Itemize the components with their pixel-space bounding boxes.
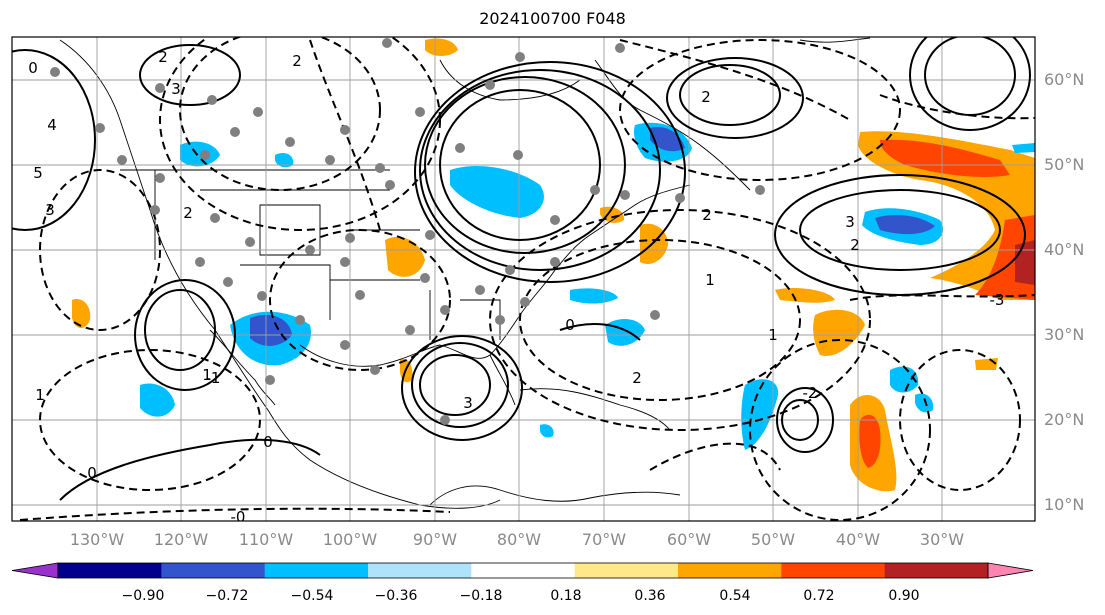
contour-label: -3 [990, 291, 1005, 309]
contour-label: 3 [171, 80, 181, 98]
colorbar-tick-label: 0.18 [550, 588, 581, 604]
contour-label: -0 [231, 508, 246, 526]
contour-label: 2 [702, 206, 712, 224]
colorbar-tick-label: 0.36 [634, 588, 665, 604]
map-frame [11, 36, 1036, 522]
negative-anomaly-region [915, 393, 934, 413]
lon-label: 50°W [751, 530, 795, 549]
negative-anomaly-region [180, 141, 220, 167]
contour-label: 3 [845, 213, 855, 231]
contour-label: 0 [565, 316, 575, 334]
contour-label: 1 [705, 271, 715, 289]
lon-label: 30°W [920, 530, 964, 549]
lon-label: 70°W [582, 530, 626, 549]
contour-label: 5 [33, 164, 43, 182]
colorbar-tick-label: −0.72 [206, 588, 249, 604]
colorbar-tick-label: 0.72 [803, 588, 834, 604]
colorbar-extend-min [11, 562, 59, 579]
contour-label: 4 [47, 116, 57, 134]
contour-label: 2 [183, 204, 193, 222]
colorbar-segment [678, 563, 782, 578]
lon-label: 100°W [323, 530, 378, 549]
colorbar-extend-max [987, 562, 1034, 579]
colorbar-tick-label: −0.90 [122, 588, 165, 604]
positive-anomaly-region [813, 309, 865, 356]
strong-positive-anomaly-region [859, 414, 881, 468]
colorbar-tick-label: 0.90 [888, 588, 919, 604]
strong-negative-anomaly-region [250, 314, 292, 346]
lat-label: 30°N [1044, 325, 1084, 344]
lon-label: 60°W [667, 530, 711, 549]
positive-anomaly-region [425, 38, 458, 56]
contour-label: 3 [45, 201, 55, 219]
contour-label: -2 [803, 384, 818, 402]
lat-label: 20°N [1044, 410, 1084, 429]
lat-label: 10°N [1044, 495, 1084, 514]
lat-label: 60°N [1044, 70, 1084, 89]
contour-label: 2 [701, 88, 711, 106]
contour-label: 2 [292, 52, 302, 70]
colorbar-tick-label: −0.54 [291, 588, 334, 604]
station-markers [50, 38, 765, 425]
contour-label: 2 [850, 236, 860, 254]
colorbar-segment [884, 563, 989, 578]
negative-anomaly-region [1012, 143, 1035, 153]
lon-label: 40°W [836, 530, 880, 549]
strong-positive-anomaly-region [880, 139, 1010, 177]
contour-label: 0 [28, 59, 38, 77]
colorbar: −0.90 −0.72 −0.54 −0.36 −0.18 0.18 0.36 … [11, 562, 1034, 604]
solid-contours [12, 37, 1031, 501]
lon-label: 110°W [239, 530, 294, 549]
strong-negative-anomaly-region [650, 126, 685, 152]
contour-label: 0 [263, 433, 273, 451]
coastlines [59, 37, 871, 509]
contour-labels: 0 0 0 0 1 1 1 1 2 2 2 2 2 2 2 3 3 3 3 4 … [28, 48, 1005, 526]
colorbar-segment [161, 563, 266, 578]
extreme-positive-anomaly-region [1015, 240, 1035, 285]
positive-anomaly-region [775, 288, 835, 303]
colorbar-segment [574, 563, 679, 578]
map-title: 2024100700 F048 [479, 9, 626, 28]
longitude-labels: 130°W 120°W 110°W 100°W 90°W 80°W 70°W 6… [70, 530, 964, 549]
lon-label: 120°W [154, 530, 209, 549]
contour-label: -1 [206, 369, 221, 387]
colorbar-frame [57, 562, 989, 579]
negative-anomaly-region [450, 165, 544, 218]
shaded-anomaly-regions [72, 38, 1035, 492]
contour-label: 0 [87, 464, 97, 482]
contour-label: 2 [632, 369, 642, 387]
negative-anomaly-region [275, 153, 294, 168]
gridlines [12, 37, 1035, 521]
negative-anomaly-region [140, 383, 175, 417]
latitude-labels: 10°N 20°N 30°N 40°N 50°N 60°N [1044, 70, 1084, 514]
lon-label: 80°W [497, 530, 541, 549]
colorbar-tick-label: −0.36 [375, 588, 418, 604]
positive-anomaly-region [385, 236, 425, 277]
colorbar-segment [58, 563, 162, 578]
colorbar-segment [368, 563, 472, 578]
lon-label: 90°W [413, 530, 457, 549]
colorbar-tick-label: −0.18 [460, 588, 503, 604]
lat-label: 50°N [1044, 155, 1084, 174]
positive-anomaly-region [72, 299, 91, 329]
colorbar-segment [264, 563, 369, 578]
contour-label: 1 [35, 386, 45, 404]
colorbar-segment [781, 563, 886, 578]
lon-label: 130°W [70, 530, 125, 549]
colorbar-segment [471, 563, 576, 578]
colorbar-ticks: −0.90 −0.72 −0.54 −0.36 −0.18 0.18 0.36 … [122, 588, 920, 604]
contour-label: 1 [768, 326, 778, 344]
lat-label: 40°N [1044, 240, 1084, 259]
colorbar-segments [11, 562, 1034, 579]
contour-label: 3 [463, 394, 473, 412]
negative-anomaly-region [540, 424, 554, 438]
strong-negative-anomaly-region [875, 214, 935, 235]
dashed-contours [19, 37, 1035, 521]
negative-anomaly-region [570, 288, 618, 304]
negative-anomaly-region [890, 366, 919, 393]
contour-label: 1 [202, 366, 212, 384]
colorbar-tick-label: 0.54 [719, 588, 750, 604]
contour-label: 2 [158, 48, 168, 66]
